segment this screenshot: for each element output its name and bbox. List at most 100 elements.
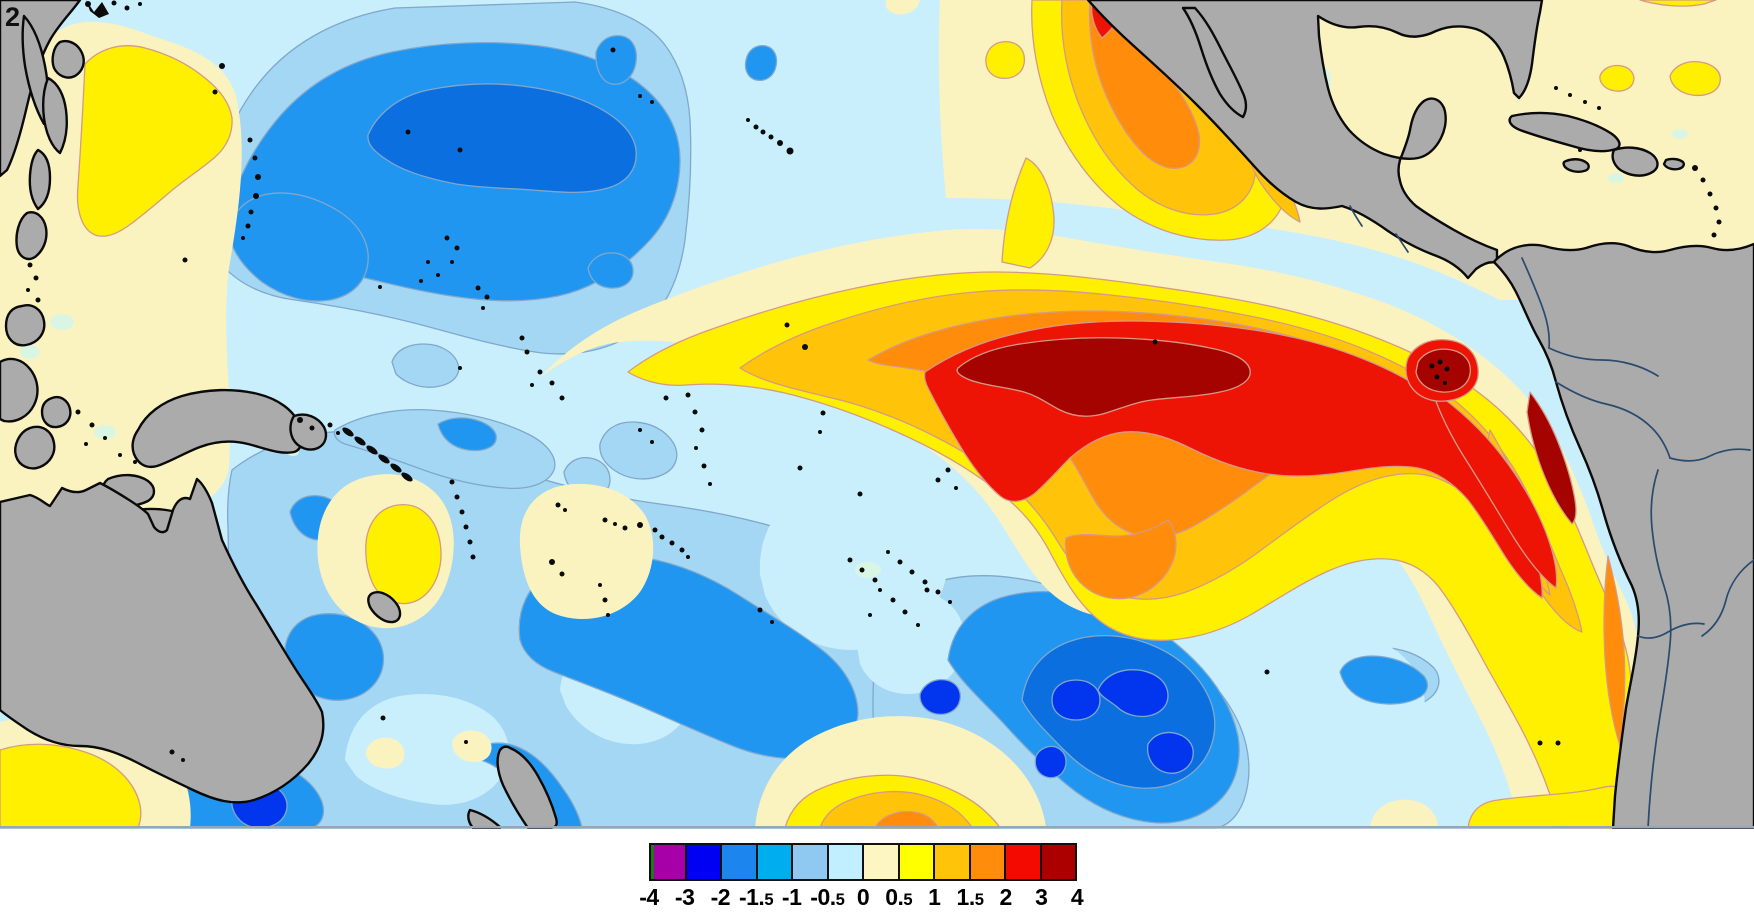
island-speck <box>248 209 254 215</box>
island-speck <box>746 118 750 122</box>
island-speck <box>613 522 617 526</box>
atlantic-yellow-patch-a <box>1639 0 1717 7</box>
new-guinea-landmass <box>131 388 304 468</box>
west-pacific-cold-patch <box>227 192 369 302</box>
island-speck <box>253 193 259 199</box>
island-speck <box>212 89 218 95</box>
island-speck <box>26 288 30 292</box>
mindanao-landmass <box>4 304 46 347</box>
new-caledonia-landmass <box>367 591 402 624</box>
island-speck <box>1713 205 1719 211</box>
island-speck <box>133 460 137 464</box>
japan-warm-patch <box>76 45 233 237</box>
island-speck <box>138 2 142 6</box>
island-speck <box>530 383 534 387</box>
south-gap-neutral-patch <box>856 590 965 694</box>
tongue-south-cool-patch-a <box>599 421 678 480</box>
island-speck <box>1583 100 1587 104</box>
island-speck <box>457 147 463 153</box>
argentina-paraguay-border <box>1637 622 1705 639</box>
jamaica-landmass <box>1562 158 1590 173</box>
island-speck <box>847 557 853 563</box>
peru-brazil-border <box>1555 381 1671 459</box>
island-speck <box>336 431 340 435</box>
island-speck <box>954 486 958 490</box>
island-speck <box>559 571 565 577</box>
island-speck <box>89 422 95 428</box>
colorbar-cell <box>757 845 793 879</box>
atlantic-yellow-patch-b <box>1669 60 1721 97</box>
island-speck <box>857 491 863 497</box>
north-america-landmass <box>1086 0 1544 280</box>
island-speck <box>549 559 555 565</box>
solomon-cool-core <box>437 417 497 452</box>
island-speck <box>1537 740 1543 746</box>
southeast-cool-streak-mid <box>1339 655 1429 705</box>
island-speck <box>563 508 567 512</box>
bolivia-border <box>1669 448 1751 462</box>
melanesia-cool-band <box>333 409 556 490</box>
ne-pacific-yellow-spot <box>985 40 1026 80</box>
island-speck <box>181 758 185 762</box>
colorbar-tick-label: 1 <box>928 884 941 910</box>
island-speck <box>902 609 908 615</box>
island-speck <box>124 5 130 11</box>
island-speck <box>886 550 890 554</box>
island-speck <box>650 440 654 444</box>
island-speck <box>380 715 386 721</box>
colorbar-cell <box>970 845 1006 879</box>
island-speck <box>638 428 642 432</box>
southwest-warm-yellow <box>0 743 142 829</box>
island-speck <box>559 395 565 401</box>
island-speck <box>935 477 941 483</box>
island-speck <box>1597 106 1601 110</box>
island-speck <box>378 285 382 289</box>
coastline-fragment <box>86 0 109 18</box>
south-warm-blob-amber <box>819 790 973 829</box>
island-speck <box>75 409 81 415</box>
map-bottom-frame <box>0 826 1754 829</box>
island-speck <box>820 410 826 416</box>
island-speck <box>1568 93 1572 97</box>
island-speck <box>1700 177 1706 183</box>
island-speck <box>549 380 555 386</box>
island-speck <box>1555 740 1561 746</box>
island-speck <box>1434 374 1440 380</box>
island-speck <box>868 613 872 617</box>
island-speck <box>659 534 665 540</box>
island-speck <box>449 479 455 485</box>
island-speck <box>309 425 315 431</box>
colorbar-cell <box>828 845 864 879</box>
island-speck <box>1578 148 1582 152</box>
island-speck <box>519 335 525 341</box>
tasman-north-neutral-patch <box>345 694 509 805</box>
island-speck <box>1429 363 1435 369</box>
colorbar-cell <box>722 845 758 879</box>
landmasses <box>0 0 1754 830</box>
island-speck <box>111 0 117 6</box>
island-chain-segment <box>354 436 366 446</box>
colorbar-cell <box>899 845 935 879</box>
island-speck <box>1554 86 1558 90</box>
island-speck <box>922 579 928 585</box>
island-speck <box>481 306 485 310</box>
south-pacific-core-d <box>1146 731 1194 774</box>
island-speck <box>450 260 454 264</box>
colorbar-cell <box>793 845 829 879</box>
seafoam-patch <box>20 345 40 359</box>
venezuela-south-border <box>1548 347 1659 377</box>
hawaii-nw-cool-blip <box>744 44 778 82</box>
island-chain-segment <box>378 454 390 464</box>
island-speck <box>701 463 707 469</box>
island-speck <box>699 427 705 433</box>
island-speck <box>663 395 669 401</box>
island-speck <box>475 285 481 291</box>
south-pacific-core-a <box>919 678 962 716</box>
island-speck <box>1707 191 1713 197</box>
island-speck <box>1711 232 1717 238</box>
island-speck <box>686 555 690 559</box>
island-speck <box>770 620 774 624</box>
island-speck <box>84 442 88 446</box>
island-speck <box>897 559 903 565</box>
